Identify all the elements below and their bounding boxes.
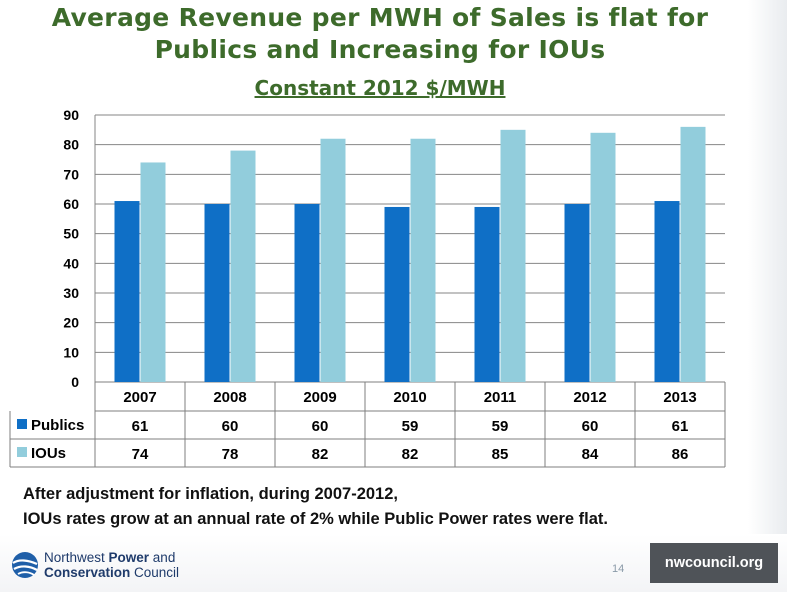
chart-bars (114, 126, 706, 382)
x-tick-label: 2011 (484, 389, 517, 406)
bar-ious-2011 (500, 129, 526, 382)
data-label: 74 (132, 446, 149, 463)
bar-ious-2008 (230, 150, 256, 382)
bar-ious-2007 (140, 162, 166, 382)
y-tick-label: 20 (63, 315, 79, 331)
revenue-bar-chart: 0 10 20 30 40 50 60 70 80 90 2007 2008 2009 2010 2011… (9, 107, 726, 468)
footnote-line-2: IOUs rates grow at an annual rate of 2% … (23, 510, 609, 528)
slide-title: Average Revenue per MWH of Sales is flat… (0, 2, 760, 66)
logo-text-part: Power (108, 550, 150, 565)
slide-subtitle: Constant 2012 $/MWH (0, 74, 760, 102)
data-table: 2007 2008 2009 2010 2011 2012 2013 Publics 61 60 6… (9, 382, 726, 468)
data-label: 60 (312, 418, 329, 435)
y-tick-label: 10 (63, 344, 79, 360)
bar-ious-2013 (680, 126, 706, 382)
data-label: 60 (222, 418, 239, 435)
data-label: 78 (222, 446, 239, 463)
y-tick-label: 90 (63, 107, 79, 123)
legend-label-ious: IOUs (31, 445, 66, 462)
data-label: 61 (672, 418, 689, 435)
y-tick-label: 80 (63, 137, 79, 153)
legend-swatch-ious (17, 447, 27, 457)
x-tick-label: 2012 (573, 389, 606, 406)
footnote: After adjustment for inflation, during 2… (23, 482, 743, 532)
legend-swatch-publics (17, 419, 27, 429)
data-label: 82 (312, 446, 329, 463)
data-label: 59 (402, 418, 419, 435)
x-tick-label: 2007 (123, 389, 156, 406)
footnote-line-1: After adjustment for inflation, during 2… (23, 485, 398, 503)
y-tick-label: 50 (63, 226, 79, 242)
data-label: 60 (582, 418, 599, 435)
bar-ious-2009 (320, 138, 346, 382)
x-tick-label: 2009 (303, 389, 336, 406)
data-label: 82 (402, 446, 419, 463)
y-axis-ticks: 0 10 20 30 40 50 60 70 80 90 (63, 107, 79, 390)
bar-publics-2008 (204, 204, 230, 382)
nwcouncil-logo: Northwest Power and Conservation Council (10, 550, 179, 580)
slide-title-line-1: Average Revenue per MWH of Sales is flat… (51, 3, 709, 32)
globe-logo-icon (12, 552, 38, 578)
logo-text-part: Council (130, 565, 180, 580)
slide-edge-shade (748, 0, 787, 592)
logo-text-part: Northwest (44, 550, 109, 565)
chart-gridlines (94, 114, 725, 383)
data-label: 85 (492, 446, 509, 463)
logo-wordmark: Northwest Power and Conservation Council (44, 550, 179, 580)
page-number: 14 (612, 563, 625, 575)
slide-subtitle-text: Constant 2012 $/MWH (254, 76, 506, 100)
logo-text-part: Conservation (44, 565, 131, 580)
bar-publics-2010 (384, 206, 410, 382)
x-tick-label: 2013 (663, 389, 696, 406)
bar-publics-2009 (294, 204, 320, 382)
bar-publics-2013 (654, 201, 680, 382)
x-tick-label: 2010 (393, 389, 426, 406)
y-tick-label: 30 (63, 285, 79, 301)
y-tick-label: 0 (71, 374, 79, 390)
x-tick-label: 2008 (213, 389, 246, 406)
slide-title-line-2: Publics and Increasing for IOUs (154, 35, 606, 64)
bar-publics-2011 (474, 206, 500, 382)
y-tick-label: 70 (63, 166, 79, 182)
data-label: 61 (132, 418, 149, 435)
data-label: 86 (672, 446, 689, 463)
bar-ious-2010 (410, 138, 436, 382)
website-badge[interactable]: nwcouncil.org (650, 543, 778, 583)
logo-text-part: and (149, 550, 176, 565)
data-label: 84 (582, 446, 599, 463)
data-label: 59 (492, 418, 509, 435)
legend-label-publics: Publics (31, 417, 84, 434)
bar-publics-2012 (564, 204, 590, 382)
bar-publics-2007 (114, 201, 140, 382)
y-tick-label: 60 (63, 196, 79, 212)
y-tick-label: 40 (63, 255, 79, 271)
bar-ious-2012 (590, 132, 616, 382)
